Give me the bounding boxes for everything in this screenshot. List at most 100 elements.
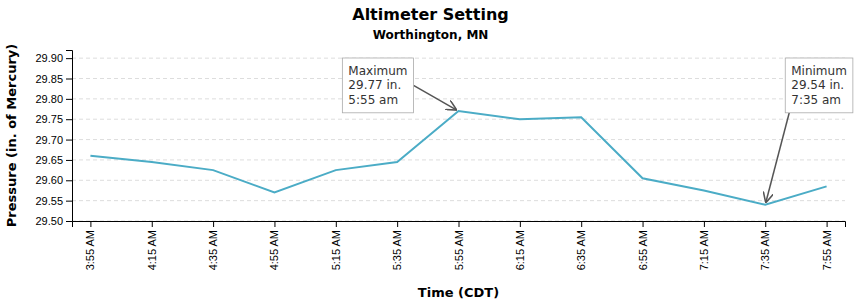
annotation-line: Minimum — [791, 64, 847, 78]
annotation-box — [785, 58, 853, 113]
grid-line — [72, 159, 845, 160]
y-tick-label: 29.60 — [35, 174, 63, 186]
x-tick-label: 7:55 AM — [821, 230, 833, 270]
grid-line — [72, 119, 845, 120]
plot: 29.50 29.55 29.60 29.65 29.70 29.75 29.80 29.85… — [4, 44, 853, 300]
x-tick: 5:15 AM — [330, 221, 342, 270]
annotation-arrow — [766, 113, 789, 202]
chart: Altimeter SettingWorthington, MN29.5029.… — [0, 0, 861, 305]
x-tick: 6:15 AM — [514, 221, 526, 270]
x-tick-label: 3:55 AM — [84, 230, 96, 270]
y-tick: 29.70 — [35, 134, 72, 146]
grid-line — [72, 180, 845, 181]
y-tick-label: 29.80 — [35, 93, 63, 105]
y-tick-label: 29.70 — [35, 134, 63, 146]
annotation: Maximum29.77 in.5:55 am — [342, 58, 456, 113]
y-tick: 29.55 — [35, 195, 72, 207]
y-tick-label: 29.85 — [35, 73, 63, 85]
annotation-arrow — [414, 85, 456, 109]
y-tick-mark — [66, 180, 72, 181]
x-axis-title: Time (CDT) — [418, 285, 499, 300]
x-tick-mark — [520, 221, 521, 227]
title: Altimeter Setting — [352, 5, 508, 24]
x-tick-label: 4:35 AM — [207, 230, 219, 270]
x-tick-label: 6:15 AM — [514, 230, 526, 270]
x-tick: 3:55 AM — [84, 221, 96, 270]
x-tick: 7:55 AM — [821, 221, 833, 270]
y-tick-label: 29.65 — [35, 154, 63, 166]
y-tick: 29.50 — [35, 215, 72, 227]
marks — [90, 111, 826, 205]
x-tick-label: 7:35 AM — [759, 230, 771, 270]
annotation-text: Maximum29.77 in.5:55 am — [348, 64, 407, 107]
x-tick: 4:35 AM — [207, 221, 219, 270]
x-tick: 6:55 AM — [637, 221, 649, 270]
x-tick-mark — [704, 221, 705, 227]
x-tick: 7:15 AM — [698, 221, 710, 270]
annotation-line: 7:35 am — [791, 93, 841, 107]
x-tick-mark — [581, 221, 582, 227]
x-tick: 4:55 AM — [268, 221, 280, 270]
x-tick: 5:55 AM — [453, 221, 465, 270]
y-tick-mark — [66, 99, 72, 100]
annotation-box — [342, 58, 413, 113]
y-tick: 29.75 — [35, 113, 72, 125]
x-tick-label: 4:55 AM — [268, 230, 280, 270]
grid-line — [72, 78, 845, 79]
y-tick-label: 29.90 — [35, 52, 63, 64]
annotation-line: 5:55 am — [348, 93, 398, 107]
grid — [72, 58, 845, 221]
annotation-line: 29.54 in. — [791, 78, 844, 92]
y-tick-mark — [66, 221, 72, 222]
y-tick-label: 29.50 — [35, 215, 63, 227]
y-tick-mark — [66, 58, 72, 59]
x-tick: 7:35 AM — [759, 221, 771, 270]
x-tick-mark — [152, 221, 153, 227]
y-tick: 29.90 — [35, 52, 72, 64]
x-tick: 5:35 AM — [391, 221, 403, 270]
x-tick-label: 4:15 AM — [146, 230, 158, 270]
y-axis-line — [66, 51, 73, 222]
y-tick: 29.60 — [35, 174, 72, 186]
y-tick: 29.85 — [35, 73, 72, 85]
y-tick-mark — [66, 119, 72, 120]
x-tick-mark — [765, 221, 766, 227]
y-axis: 29.50 29.55 29.60 29.65 29.70 29.75 29.80 29.85… — [35, 51, 72, 228]
grid-line — [72, 98, 845, 99]
annotation: Minimum29.54 in.7:35 am — [766, 58, 853, 202]
x-tick-mark — [336, 221, 337, 227]
x-tick-mark — [90, 221, 91, 227]
grid-line — [72, 139, 845, 140]
x-tick-mark — [397, 221, 398, 227]
x-tick-label: 5:35 AM — [391, 230, 403, 270]
x-tick-label: 5:55 AM — [453, 230, 465, 270]
x-tick-mark — [274, 221, 275, 227]
x-tick-mark — [827, 221, 828, 227]
subtitle: Worthington, MN — [373, 28, 489, 42]
annotation-line: 29.77 in. — [348, 78, 401, 92]
annotations: Maximum29.77 in.5:55 am Minimum29.54 in.7… — [342, 58, 853, 202]
y-tick-label: 29.55 — [35, 195, 63, 207]
y-tick-label: 29.75 — [35, 113, 63, 125]
y-tick: 29.80 — [35, 93, 72, 105]
grid-line — [72, 200, 845, 201]
y-tick: 29.65 — [35, 154, 72, 166]
x-tick-label: 6:55 AM — [637, 230, 649, 270]
x-axis: 3:55 AM 4:15 AM 4:35 AM 4:55 AM 5:15 AM 5:35 … — [73, 221, 846, 270]
x-tick-label: 7:15 AM — [698, 230, 710, 270]
y-tick-mark — [66, 140, 72, 141]
y-axis-title: Pressure (in. of Mercury) — [4, 44, 19, 227]
x-tick: 6:35 AM — [575, 221, 587, 270]
x-axis-line — [73, 222, 846, 228]
x-tick-mark — [643, 221, 644, 227]
x-tick: 4:15 AM — [146, 221, 158, 270]
line — [90, 111, 826, 205]
y-tick-mark — [66, 201, 72, 202]
x-tick-label: 5:15 AM — [330, 230, 342, 270]
x-tick-label: 6:35 AM — [575, 230, 587, 270]
y-tick-mark — [66, 79, 72, 80]
annotation-text: Minimum29.54 in.7:35 am — [791, 64, 847, 107]
x-tick-mark — [213, 221, 214, 227]
y-tick-mark — [66, 160, 72, 161]
annotation-line: Maximum — [348, 64, 407, 78]
